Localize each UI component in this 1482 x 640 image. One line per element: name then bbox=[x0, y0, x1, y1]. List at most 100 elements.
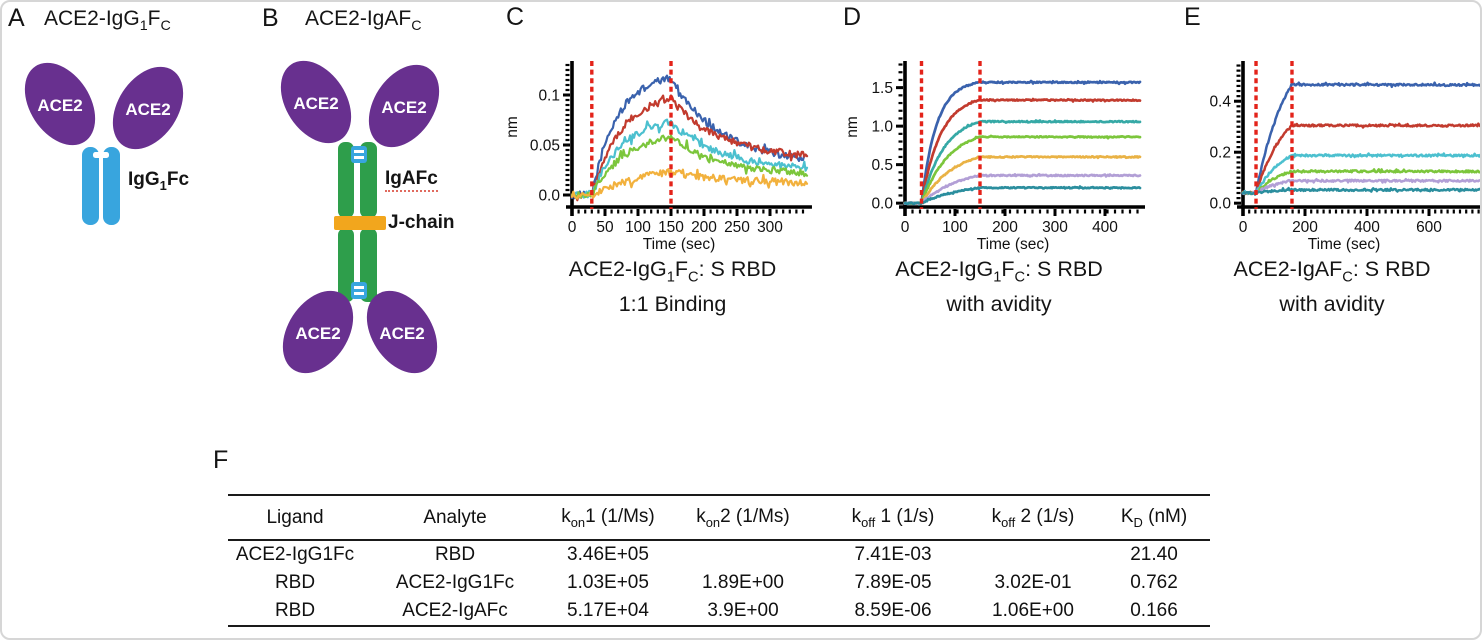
sensorgram-chart-e: 0 200 400 600 0.0 0.2 0.4 Time (sec) bbox=[1209, 61, 1482, 253]
ace2-oval-label: ACE2 bbox=[37, 96, 82, 115]
svg-text:1.5: 1.5 bbox=[871, 80, 893, 97]
cell-koff1: 8.59E-06 bbox=[854, 599, 932, 621]
disulfide-badge bbox=[351, 282, 367, 299]
svg-text:Time (sec): Time (sec) bbox=[977, 236, 1050, 253]
kinetics-table: Ligand Analyte kon1 (1/Ms) kon2 (1/Ms) k… bbox=[228, 494, 1210, 627]
panel-e-letter: E bbox=[1184, 3, 1201, 31]
svg-text:150: 150 bbox=[658, 219, 684, 236]
svg-text:400: 400 bbox=[1092, 219, 1118, 236]
cell-analyte: RBD bbox=[434, 543, 476, 565]
svg-text:nm: nm bbox=[845, 116, 861, 138]
sensorgram-curve-orange bbox=[570, 168, 809, 200]
svg-text:0.0: 0.0 bbox=[538, 188, 560, 205]
table-row: RBD ACE2-IgAFc 5.17E+04 3.9E+00 8.59E-06… bbox=[228, 597, 1210, 626]
j-chain-bar bbox=[334, 216, 386, 230]
sensorgram-curve-orange bbox=[903, 154, 1142, 205]
cell-kon1: 3.46E+05 bbox=[567, 543, 649, 565]
cell-koff2 bbox=[968, 540, 1098, 569]
sensorgram-curve-teal bbox=[1241, 186, 1482, 196]
hinge-disulfide-mark bbox=[93, 152, 109, 158]
panel-d-caption: ACE2-IgG1FC: S RBD with avidity bbox=[845, 256, 1153, 318]
panel-c-caption-line1: ACE2-IgG1FC: S RBD bbox=[568, 257, 777, 286]
igg-fc-label: IgG1Fc bbox=[128, 169, 190, 193]
igg-fc-stem-left bbox=[82, 147, 99, 225]
svg-text:400: 400 bbox=[1354, 219, 1380, 236]
sensorgram-curve-red bbox=[570, 94, 809, 202]
table-row: RBD ACE2-IgG1Fc 1.03E+05 1.89E+00 7.89E-… bbox=[228, 569, 1210, 597]
svg-text:nm: nm bbox=[505, 116, 521, 138]
cell-analyte: ACE2-IgG1Fc bbox=[395, 571, 515, 593]
disulfide-mark bbox=[354, 150, 364, 153]
panel-e-caption-line2: with avidity bbox=[1279, 292, 1385, 317]
cell-koff2: 1.06E+00 bbox=[992, 599, 1074, 621]
svg-text:300: 300 bbox=[757, 219, 783, 236]
svg-text:200: 200 bbox=[1292, 219, 1318, 236]
ace2-oval bbox=[368, 64, 440, 148]
ace2-oval bbox=[366, 290, 438, 374]
col-header-analyte: Analyte bbox=[362, 495, 548, 541]
panel-c-caption: ACE2-IgG1FC: S RBD 1:1 Binding bbox=[505, 256, 840, 318]
svg-text:Time (sec): Time (sec) bbox=[643, 236, 716, 253]
sensorgram-chart-d: 0 100 200 300 400 0.0 0.5 1.0 1.5 Time (sec) nm bbox=[845, 61, 1145, 253]
cell-kon1: 5.17E+04 bbox=[567, 599, 649, 621]
col-header-koff1: koff 1 (1/s) bbox=[818, 495, 968, 541]
panel-e-caption: ACE2-IgAFC: S RBD with avidity bbox=[1182, 256, 1482, 318]
cell-kon1: 1.03E+05 bbox=[567, 571, 649, 593]
cell-kon2: 3.9E+00 bbox=[707, 599, 779, 621]
panel-d-letter: D bbox=[843, 3, 862, 31]
sensorgram-curve-blue bbox=[570, 74, 809, 200]
ace2-oval-label: ACE2 bbox=[295, 324, 340, 343]
sensorgram-curve-cyan bbox=[1241, 152, 1482, 196]
svg-text:200: 200 bbox=[691, 219, 717, 236]
sensorgram-curve-lavender bbox=[1241, 177, 1482, 196]
svg-text:0.4: 0.4 bbox=[1209, 94, 1231, 111]
table-header-row: Ligand Analyte kon1 (1/Ms) kon2 (1/Ms) k… bbox=[228, 495, 1210, 541]
panel-e-caption-line1: ACE2-IgAFC: S RBD bbox=[1233, 257, 1431, 286]
disulfide-mark bbox=[354, 292, 364, 295]
iga-fc-stem bbox=[338, 228, 354, 302]
sensorgram-curve-green bbox=[903, 134, 1142, 206]
cell-kd: 0.166 bbox=[1130, 599, 1178, 621]
panel-a-title: ACE2-IgG1FC bbox=[44, 7, 171, 35]
cell-ligand: RBD bbox=[274, 599, 316, 621]
sensorgram-curve-blue bbox=[1241, 81, 1482, 196]
cell-kon2 bbox=[668, 540, 818, 569]
svg-text:1.0: 1.0 bbox=[871, 119, 893, 136]
panel-c-letter: C bbox=[506, 3, 525, 31]
sensorgram-curve-dark-teal bbox=[903, 185, 1142, 206]
svg-text:100: 100 bbox=[625, 219, 651, 236]
ace2-oval-label: ACE2 bbox=[381, 98, 426, 117]
panel-a-diagram: ACE2 ACE2 bbox=[24, 62, 184, 225]
svg-text:0.1: 0.1 bbox=[538, 88, 560, 105]
ace2-oval-label: ACE2 bbox=[125, 100, 170, 119]
sensorgram-curve-blue bbox=[903, 79, 1142, 206]
sensorgram-curve-red bbox=[903, 97, 1142, 206]
svg-text:0.0: 0.0 bbox=[871, 196, 893, 213]
cell-ligand: ACE2-IgG1Fc bbox=[235, 543, 355, 565]
sensorgram-curve-green bbox=[1241, 168, 1482, 196]
ace2-oval-label: ACE2 bbox=[379, 324, 424, 343]
ace2-oval bbox=[24, 62, 96, 146]
table-row: ACE2-IgG1Fc RBD 3.46E+05 7.41E-03 21.40 bbox=[228, 540, 1210, 569]
panel-d-caption-line1: ACE2-IgG1FC: S RBD bbox=[895, 257, 1103, 286]
cell-koff2: 3.02E-01 bbox=[994, 571, 1072, 593]
panel-c-caption-line2: 1:1 Binding bbox=[618, 292, 727, 317]
cell-koff1: 7.89E-05 bbox=[854, 571, 932, 593]
svg-text:250: 250 bbox=[724, 219, 750, 236]
svg-text:0.5: 0.5 bbox=[871, 157, 893, 174]
svg-text:0: 0 bbox=[1239, 219, 1248, 236]
svg-text:0: 0 bbox=[568, 219, 577, 236]
iga-fc-label: IgAFc bbox=[385, 168, 438, 192]
ace2-oval-label: ACE2 bbox=[293, 94, 338, 113]
sensorgram-curve-red bbox=[1241, 122, 1482, 196]
ace2-oval bbox=[282, 290, 354, 374]
disulfide-badge bbox=[351, 146, 367, 163]
svg-text:0.0: 0.0 bbox=[1209, 196, 1231, 213]
svg-text:600: 600 bbox=[1416, 219, 1442, 236]
col-header-kd: KD (nM) bbox=[1098, 495, 1210, 541]
panel-d-caption-line2: with avidity bbox=[946, 292, 1052, 317]
svg-text:0: 0 bbox=[901, 219, 910, 236]
col-header-kon2: kon2 (1/Ms) bbox=[668, 495, 818, 541]
disulfide-mark bbox=[354, 156, 364, 159]
